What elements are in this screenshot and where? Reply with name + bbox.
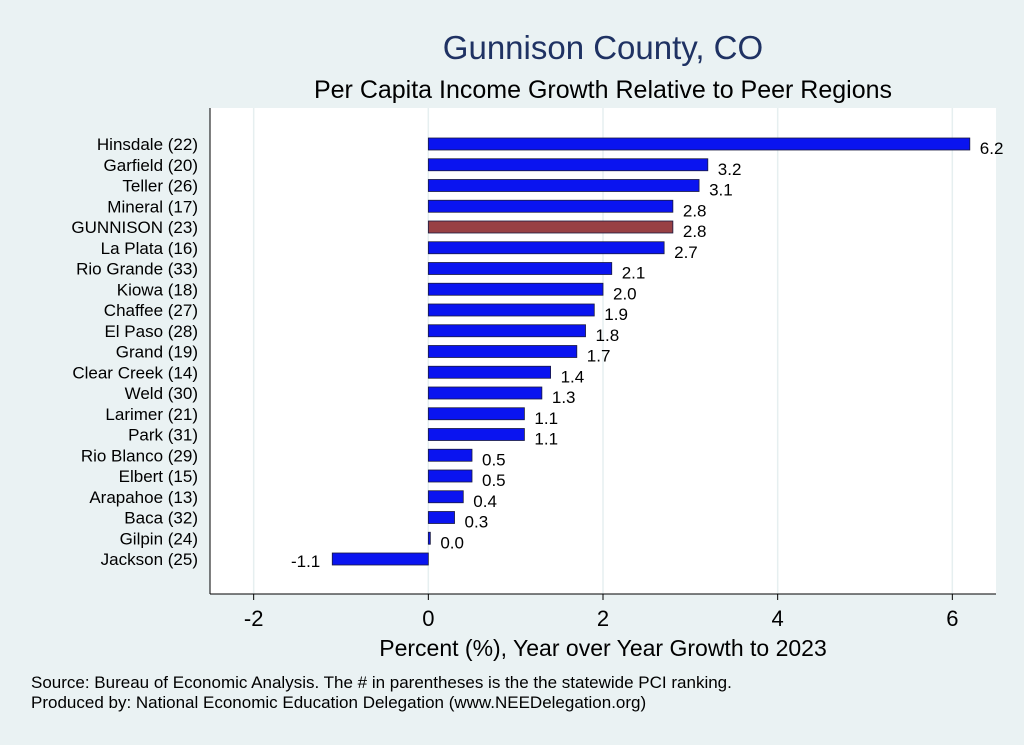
category-label: Grand (19) bbox=[116, 343, 198, 362]
bar bbox=[427, 386, 543, 400]
bar bbox=[427, 262, 613, 275]
category-label: Larimer (21) bbox=[105, 405, 198, 424]
bar bbox=[427, 199, 674, 213]
data-label: 1.3 bbox=[552, 388, 576, 407]
category-label: Mineral (17) bbox=[107, 197, 198, 216]
x-tick-label: -2 bbox=[244, 606, 264, 631]
x-tick-label: 6 bbox=[946, 606, 958, 631]
data-label: 1.8 bbox=[596, 326, 620, 345]
category-label: Arapahoe (13) bbox=[89, 488, 198, 507]
bar bbox=[427, 137, 971, 151]
x-tick-label: 0 bbox=[422, 606, 434, 631]
bar bbox=[427, 345, 578, 358]
category-label: Garfield (20) bbox=[104, 156, 198, 175]
data-label: 0.4 bbox=[473, 492, 497, 511]
bar bbox=[427, 365, 552, 379]
bar bbox=[427, 490, 464, 504]
data-label: 0.5 bbox=[482, 450, 506, 469]
data-label: 2.1 bbox=[622, 264, 646, 283]
bar bbox=[427, 469, 473, 483]
data-label: 6.2 bbox=[980, 139, 1004, 158]
data-label: 0.5 bbox=[482, 471, 506, 490]
chart-subtitle: Per Capita Income Growth Relative to Pee… bbox=[314, 76, 892, 104]
data-label: 1.9 bbox=[604, 305, 628, 324]
data-label: 2.8 bbox=[683, 222, 707, 241]
data-label: 1.7 bbox=[587, 347, 611, 366]
x-tick-label: 4 bbox=[772, 606, 784, 631]
category-label: Chaffee (27) bbox=[104, 301, 198, 320]
category-label: Gilpin (24) bbox=[120, 529, 198, 548]
data-label: 2.0 bbox=[613, 284, 637, 303]
bar bbox=[427, 158, 709, 172]
category-label: El Paso (28) bbox=[104, 322, 198, 341]
category-label: GUNNISON (23) bbox=[71, 218, 198, 237]
bar bbox=[427, 282, 604, 296]
bar bbox=[427, 407, 525, 421]
category-label: Baca (32) bbox=[124, 509, 198, 528]
category-label: Weld (30) bbox=[125, 384, 198, 403]
category-label: Rio Blanco (29) bbox=[81, 446, 198, 465]
bar bbox=[427, 428, 525, 441]
data-label: 2.7 bbox=[674, 243, 698, 262]
category-label: Rio Grande (33) bbox=[76, 260, 198, 279]
bar bbox=[427, 448, 473, 462]
data-label: -1.1 bbox=[291, 552, 320, 571]
category-label: Elbert (15) bbox=[119, 467, 198, 486]
category-label: Park (31) bbox=[128, 426, 198, 445]
x-tick-label: 2 bbox=[597, 606, 609, 631]
chart-title: Gunnison County, CO bbox=[443, 29, 763, 66]
category-label: La Plata (16) bbox=[101, 239, 198, 258]
data-label: 3.2 bbox=[718, 160, 742, 179]
data-label: 2.8 bbox=[683, 201, 707, 220]
data-label: 3.1 bbox=[709, 181, 733, 200]
category-label: Kiowa (18) bbox=[117, 280, 198, 299]
category-label: Jackson (25) bbox=[101, 550, 198, 569]
data-label: 0.0 bbox=[440, 533, 464, 552]
bar bbox=[427, 531, 431, 545]
bar bbox=[427, 511, 455, 524]
bar bbox=[427, 220, 674, 234]
bar bbox=[427, 324, 586, 338]
source-note: Source: Bureau of Economic Analysis. The… bbox=[31, 673, 732, 692]
data-label: 1.1 bbox=[534, 409, 558, 428]
category-label: Clear Creek (14) bbox=[72, 363, 198, 382]
bar bbox=[427, 241, 665, 255]
data-label: 1.4 bbox=[561, 367, 585, 386]
x-axis-label: Percent (%), Year over Year Growth to 20… bbox=[379, 635, 827, 661]
bar-chart: Gunnison County, CO Per Capita Income Gr… bbox=[71, 29, 1004, 661]
data-label: 0.3 bbox=[465, 513, 489, 532]
category-label: Hinsdale (22) bbox=[97, 135, 198, 154]
data-label: 1.1 bbox=[534, 430, 558, 449]
bar bbox=[427, 179, 700, 192]
bar bbox=[427, 303, 595, 317]
produced-by-note: Produced by: National Economic Education… bbox=[31, 693, 647, 712]
category-label: Teller (26) bbox=[122, 177, 198, 196]
bar bbox=[331, 552, 429, 566]
